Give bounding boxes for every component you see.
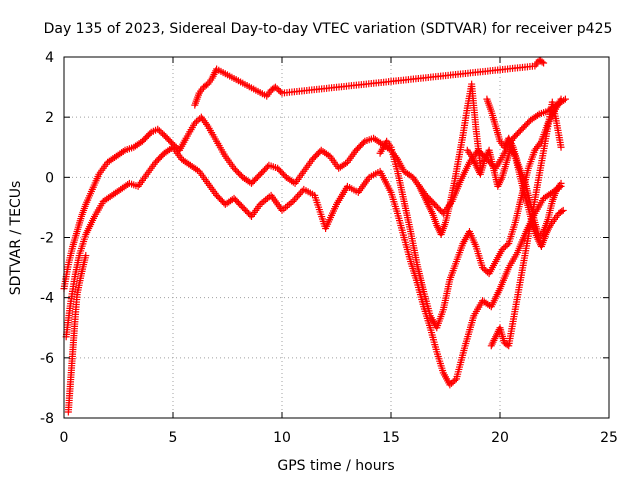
data-point-marker	[557, 179, 565, 187]
data-point-marker	[451, 376, 459, 384]
data-point-marker	[273, 85, 281, 93]
data-marks	[60, 56, 569, 416]
data-point-marker	[501, 243, 509, 251]
y-tick-label: -2	[40, 231, 54, 247]
grid-lines	[64, 57, 609, 418]
data-point-marker	[559, 206, 567, 214]
axis-ticks: 0 5 10 15 20 25 -8 -6 -4 -2 0 2 4	[40, 50, 618, 446]
data-point-marker	[155, 127, 163, 135]
x-axis-label: GPS time / hours	[277, 458, 394, 474]
data-point-marker	[191, 119, 199, 127]
data-point-marker	[449, 378, 457, 386]
data-point-marker	[159, 130, 167, 138]
data-point-marker	[146, 130, 154, 138]
data-point-marker	[359, 139, 367, 147]
y-axis-label: SDTVAR / TECUs	[8, 181, 24, 296]
y-tick-label: 0	[45, 170, 54, 186]
data-point-marker	[498, 246, 506, 254]
data-point-marker	[480, 265, 488, 273]
y-tick-label: -4	[40, 291, 54, 307]
y-tick-label: 2	[45, 110, 54, 126]
series-track-h	[463, 143, 567, 251]
data-point-marker	[275, 86, 283, 94]
x-tick-label: 5	[169, 430, 178, 446]
data-point-marker	[192, 118, 200, 126]
chart-title: Day 135 of 2023, Sidereal Day-to-day VTE…	[44, 21, 613, 37]
series-track-b	[62, 143, 565, 389]
y-tick-label: -6	[40, 351, 54, 367]
series-track-g	[191, 56, 548, 109]
x-tick-label: 10	[273, 430, 291, 446]
series-track-c	[64, 252, 90, 416]
data-point-marker	[295, 191, 303, 199]
data-point-marker	[194, 116, 202, 124]
data-point-marker	[276, 88, 284, 96]
x-tick-label: 0	[60, 430, 69, 446]
data-point-marker	[271, 83, 279, 91]
data-point-marker	[157, 128, 165, 136]
data-point-marker	[446, 381, 454, 389]
data-point-marker	[558, 207, 566, 215]
data-point-marker	[82, 252, 90, 260]
data-point-marker	[500, 244, 508, 252]
x-tick-label: 25	[600, 430, 618, 446]
data-point-marker	[538, 58, 546, 66]
data-point-marker	[297, 189, 305, 197]
y-tick-label: 4	[45, 50, 54, 66]
data-point-marker	[540, 59, 548, 67]
data-point-marker	[482, 267, 490, 275]
data-point-marker	[557, 95, 565, 103]
data-point-marker	[290, 196, 298, 204]
data-point-marker	[292, 194, 300, 202]
x-tick-label: 15	[382, 430, 400, 446]
data-point-marker	[503, 241, 511, 249]
y-tick-label: -8	[40, 411, 54, 427]
data-point-marker	[557, 143, 565, 151]
data-point-marker	[447, 379, 455, 387]
data-point-marker	[479, 264, 487, 272]
series-track-e	[415, 80, 484, 238]
data-point-marker	[294, 192, 302, 200]
series-track-a	[60, 95, 569, 293]
data-point-marker	[289, 197, 297, 205]
x-tick-label: 20	[491, 430, 509, 446]
series-track-i	[487, 98, 565, 350]
data-point-marker	[154, 125, 162, 133]
